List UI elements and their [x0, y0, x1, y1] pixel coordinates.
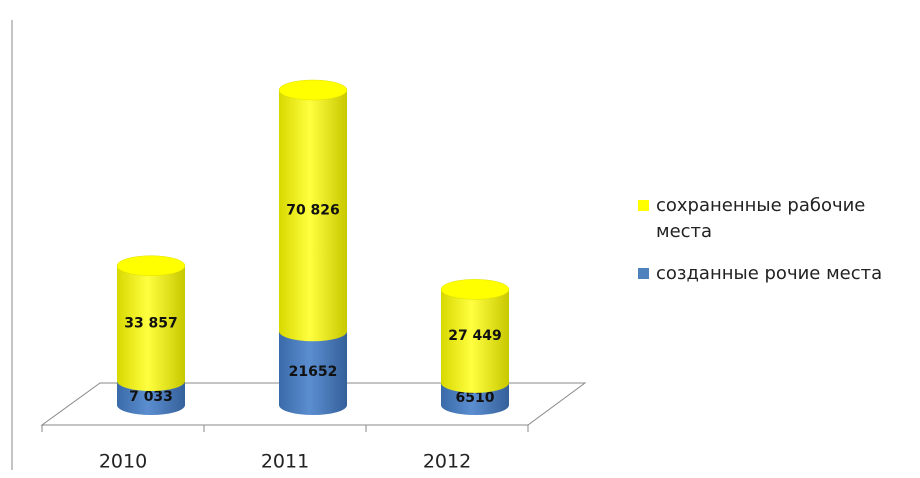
- legend-swatch: [638, 200, 649, 211]
- data-label: 33 857: [124, 315, 178, 331]
- bar: [441, 289, 509, 383]
- bar: [279, 90, 347, 332]
- legend-swatch: [638, 268, 649, 279]
- legend-label: сохраненные рабочие места: [656, 195, 866, 242]
- x-tick-label: 2010: [99, 451, 147, 473]
- x-tick-label: 2012: [423, 451, 471, 473]
- data-label: 7 033: [129, 389, 173, 405]
- bar: [279, 331, 347, 405]
- cylinder-top: [278, 79, 348, 101]
- bar: [117, 265, 185, 382]
- legend-label: созданные рочие места: [656, 263, 883, 284]
- cylinder-top: [440, 279, 510, 300]
- x-tick-label: 2011: [261, 451, 309, 473]
- data-label: 21652: [289, 364, 338, 380]
- data-label: 70 826: [286, 203, 340, 219]
- cylinder-top: [116, 255, 186, 276]
- data-label: 27 449: [448, 328, 502, 344]
- data-label: 6510: [456, 390, 495, 406]
